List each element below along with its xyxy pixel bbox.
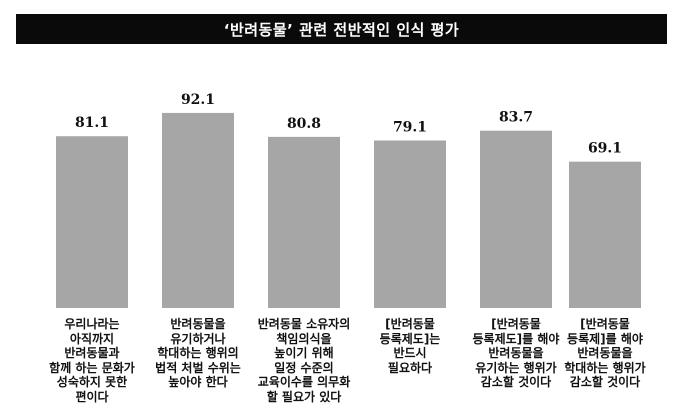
category-label-line: 등록제도]는 [379,331,441,346]
category-label-line: 교육이수를 의무화 [257,375,351,389]
category-label-line: 편이다 [75,389,109,404]
category-label-line: 높아야 한다 [168,375,228,389]
category-label-2: 반려동물을 유기하거나 학대하는 행위의 법적 처벌 수위는 높아야 한다 [138,317,258,390]
category-label-line: 반드시 [393,346,427,360]
bar-2 [162,112,234,309]
category-label-4: [반려동물 등록제도]는 반드시 필요하다 [350,317,470,375]
category-label-line: 유기하거나 [170,331,226,346]
category-label-line: 우리나라는 [64,317,120,331]
category-label-line: 감소할 것이다 [569,375,641,389]
category-label-line: 일정 수준의 [274,360,334,375]
category-label-line: 책임의식을 [276,331,332,346]
value-label-5: 83.7 [499,110,533,126]
category-label-3: 반려동물 소유자의 책임의식을 높이기 위해 일정 수준의 교육이수를 의무화 할 필요가… [244,317,364,404]
category-label-line: 아직까지 [69,331,115,346]
category-label-line: 등록제도]를 해야 [472,331,560,346]
category-label-line: 함께 하는 문화가 [49,360,135,375]
category-label-line: [반려동물 [385,317,435,331]
category-label-line: 성숙하지 못한 [56,375,128,389]
category-label-line: 학대하는 행위가 [564,360,646,375]
value-label-1: 81.1 [75,115,109,131]
category-label-line: [반려동물 [580,317,630,331]
bar-6 [569,161,641,308]
category-label-line: 반려동물을 [170,317,226,331]
category-label-line: 필요하다 [387,360,433,375]
category-label-line: 법적 처벌 수위는 [155,360,241,375]
category-label-line: 감소할 것이다 [480,375,552,389]
category-label-line: 등록제]를 해야 [567,331,643,346]
category-label-6: [반려동물 등록제]를 해야 반려동물을 학대하는 행위가 감소할 것이다 [545,317,665,390]
category-label-line: 할 필요가 있다 [266,389,342,404]
value-label-3: 80.8 [287,116,321,132]
bar-4 [374,140,446,308]
value-label-4: 79.1 [393,119,427,135]
category-label-line: 높이기 위해 [274,346,334,360]
category-label-line: 유기하는 행위가 [475,360,557,375]
category-label-line: 반려동물을 [488,346,544,360]
bar-3 [268,136,340,308]
category-label-line: 반려동물과 [64,346,120,360]
bar-1 [56,136,128,308]
category-label-line: 반려동물을 [577,346,633,360]
category-label-line: 학대하는 행위의 [157,346,239,360]
category-label-1: 우리나라는 아직까지 반려동물과 함께 하는 문화가 성숙하지 못한 편이다 [32,317,152,404]
value-label-2: 92.1 [181,92,215,108]
category-label-5: [반려동물 등록제도]를 해야 반려동물을 유기하는 행위가 감소할 것이다 [456,317,576,390]
value-label-6: 69.1 [588,141,622,157]
bar-5 [480,130,552,308]
category-label-line: [반려동물 [491,317,541,331]
category-label-line: 반려동물 소유자의 [257,317,351,331]
chart-title: ‘반려동물’ 관련 전반적인 인식 평가 [16,14,667,44]
